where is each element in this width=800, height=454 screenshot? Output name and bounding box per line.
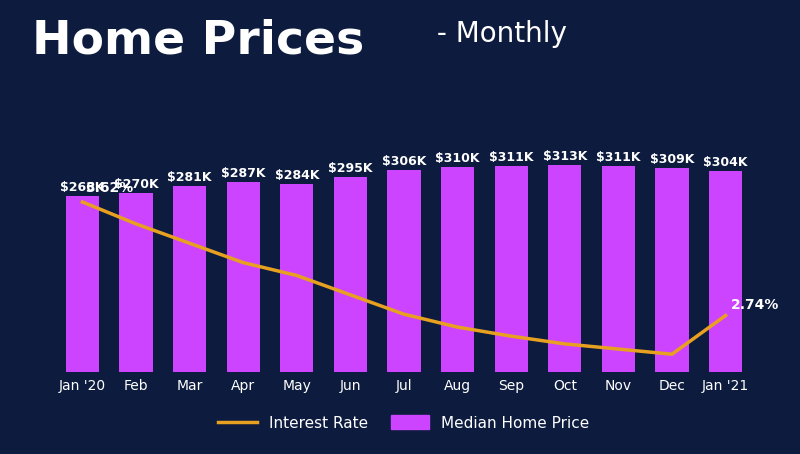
- Text: $270K: $270K: [114, 178, 158, 192]
- Bar: [602, 166, 635, 372]
- Text: $304K: $304K: [703, 156, 748, 169]
- Text: $311K: $311K: [596, 151, 641, 164]
- Text: $310K: $310K: [435, 152, 480, 165]
- Text: $311K: $311K: [489, 151, 534, 164]
- Bar: [226, 182, 260, 372]
- Bar: [66, 196, 99, 372]
- Bar: [709, 171, 742, 372]
- Text: $306K: $306K: [382, 154, 426, 168]
- Legend: Interest Rate, Median Home Price: Interest Rate, Median Home Price: [210, 408, 598, 438]
- Bar: [280, 184, 314, 372]
- Bar: [441, 167, 474, 372]
- Bar: [334, 177, 367, 372]
- Text: $295K: $295K: [328, 162, 373, 175]
- Text: 3.62%: 3.62%: [85, 181, 134, 195]
- Bar: [655, 168, 689, 372]
- Text: $313K: $313K: [542, 150, 587, 163]
- Text: $287K: $287K: [221, 167, 266, 180]
- Text: $281K: $281K: [167, 171, 212, 184]
- Bar: [387, 169, 421, 372]
- Bar: [119, 193, 153, 372]
- Text: - Monthly: - Monthly: [428, 20, 567, 49]
- Text: $284K: $284K: [274, 169, 319, 182]
- Text: 2.74%: 2.74%: [731, 298, 779, 312]
- Bar: [548, 165, 582, 372]
- Bar: [494, 166, 528, 372]
- Text: Home Prices: Home Prices: [32, 18, 364, 63]
- Bar: [173, 186, 206, 372]
- Text: $266K: $266K: [60, 181, 105, 194]
- Text: $309K: $309K: [650, 153, 694, 166]
